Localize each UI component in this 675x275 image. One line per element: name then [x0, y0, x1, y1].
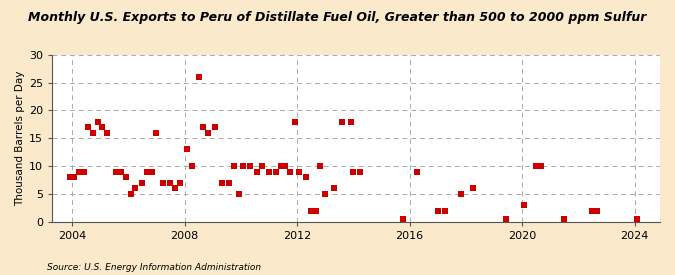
Point	[329, 186, 340, 191]
Point	[125, 192, 136, 196]
Point	[433, 208, 443, 213]
Point	[130, 186, 140, 191]
Point	[170, 186, 181, 191]
Point	[202, 130, 213, 135]
Point	[97, 125, 108, 129]
Point	[137, 181, 148, 185]
Point	[146, 169, 157, 174]
Point	[142, 169, 153, 174]
Point	[411, 169, 422, 174]
Point	[468, 186, 479, 191]
Point	[111, 169, 122, 174]
Point	[263, 169, 274, 174]
Point	[102, 130, 113, 135]
Point	[439, 208, 450, 213]
Point	[193, 75, 204, 79]
Point	[320, 192, 331, 196]
Point	[301, 175, 312, 179]
Point	[519, 203, 530, 207]
Point	[228, 164, 239, 168]
Point	[233, 192, 244, 196]
Point	[165, 181, 176, 185]
Point	[632, 217, 643, 221]
Point	[182, 147, 192, 152]
Point	[186, 164, 197, 168]
Point	[592, 208, 603, 213]
Y-axis label: Thousand Barrels per Day: Thousand Barrels per Day	[15, 71, 25, 206]
Point	[64, 175, 75, 179]
Point	[348, 169, 358, 174]
Point	[74, 169, 84, 174]
Point	[355, 169, 366, 174]
Point	[336, 119, 347, 124]
Point	[587, 208, 598, 213]
Point	[346, 119, 356, 124]
Point	[151, 130, 162, 135]
Point	[78, 169, 89, 174]
Point	[121, 175, 132, 179]
Point	[285, 169, 296, 174]
Point	[245, 164, 256, 168]
Point	[238, 164, 248, 168]
Point	[158, 181, 169, 185]
Point	[535, 164, 546, 168]
Point	[92, 119, 103, 124]
Text: Source: U.S. Energy Information Administration: Source: U.S. Energy Information Administ…	[47, 263, 261, 272]
Point	[252, 169, 263, 174]
Point	[294, 169, 304, 174]
Point	[559, 217, 570, 221]
Point	[217, 181, 227, 185]
Point	[315, 164, 326, 168]
Point	[209, 125, 220, 129]
Point	[280, 164, 291, 168]
Point	[69, 175, 80, 179]
Text: Monthly U.S. Exports to Peru of Distillate Fuel Oil, Greater than 500 to 2000 pp: Monthly U.S. Exports to Peru of Distilla…	[28, 11, 647, 24]
Point	[456, 192, 466, 196]
Point	[397, 217, 408, 221]
Point	[174, 181, 185, 185]
Point	[256, 164, 267, 168]
Point	[116, 169, 127, 174]
Point	[83, 125, 94, 129]
Point	[500, 217, 511, 221]
Point	[290, 119, 300, 124]
Point	[310, 208, 321, 213]
Point	[275, 164, 286, 168]
Point	[531, 164, 541, 168]
Point	[223, 181, 234, 185]
Point	[88, 130, 99, 135]
Point	[198, 125, 209, 129]
Point	[271, 169, 281, 174]
Point	[306, 208, 317, 213]
